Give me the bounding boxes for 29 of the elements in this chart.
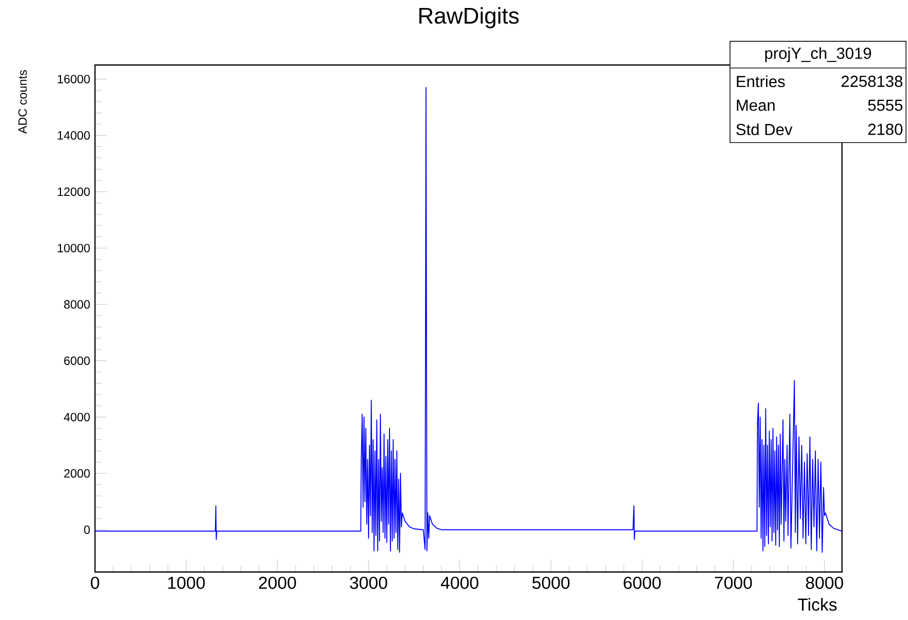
x-tick-label: 2000	[258, 576, 296, 589]
x-tick-label: 3000	[350, 576, 388, 589]
x-tick-label: 4000	[440, 576, 478, 589]
text: 2180	[868, 124, 902, 135]
text: 5555	[868, 100, 902, 111]
y-tick-label: 0	[84, 525, 90, 534]
annotation: Std Dev	[736, 123, 792, 136]
y-tick-label: 4000	[64, 412, 90, 422]
x-tick-label: 6000	[624, 576, 661, 589]
annotation: 2258138	[842, 76, 902, 87]
y-axis-title: ADC counts	[18, 70, 27, 134]
line-series	[95, 87, 842, 553]
x-tick-label: 8000	[806, 576, 844, 589]
y-tick-label: 6000	[64, 356, 90, 365]
y-tick-label: 12000	[58, 187, 90, 196]
x-axis-title: Ticks	[798, 598, 837, 611]
y-tick-label: 8000	[64, 300, 90, 309]
annotation: Mean	[736, 100, 775, 111]
y-tick-label: 14000	[58, 131, 90, 140]
chart-title: RawDigits	[419, 7, 519, 28]
text: projY_ch_3019	[765, 47, 872, 62]
x-tick-label: 7000	[714, 576, 752, 589]
x-tick-label: 5000	[532, 576, 570, 589]
x-tick-label: 1000	[168, 576, 205, 589]
y-tick-label: 16000	[58, 74, 90, 84]
annotation: Entries	[736, 75, 785, 88]
y-tick-label: 2000	[64, 469, 90, 478]
x-tick-label: 0	[90, 576, 100, 589]
y-tick-label: 10000	[58, 244, 90, 252]
